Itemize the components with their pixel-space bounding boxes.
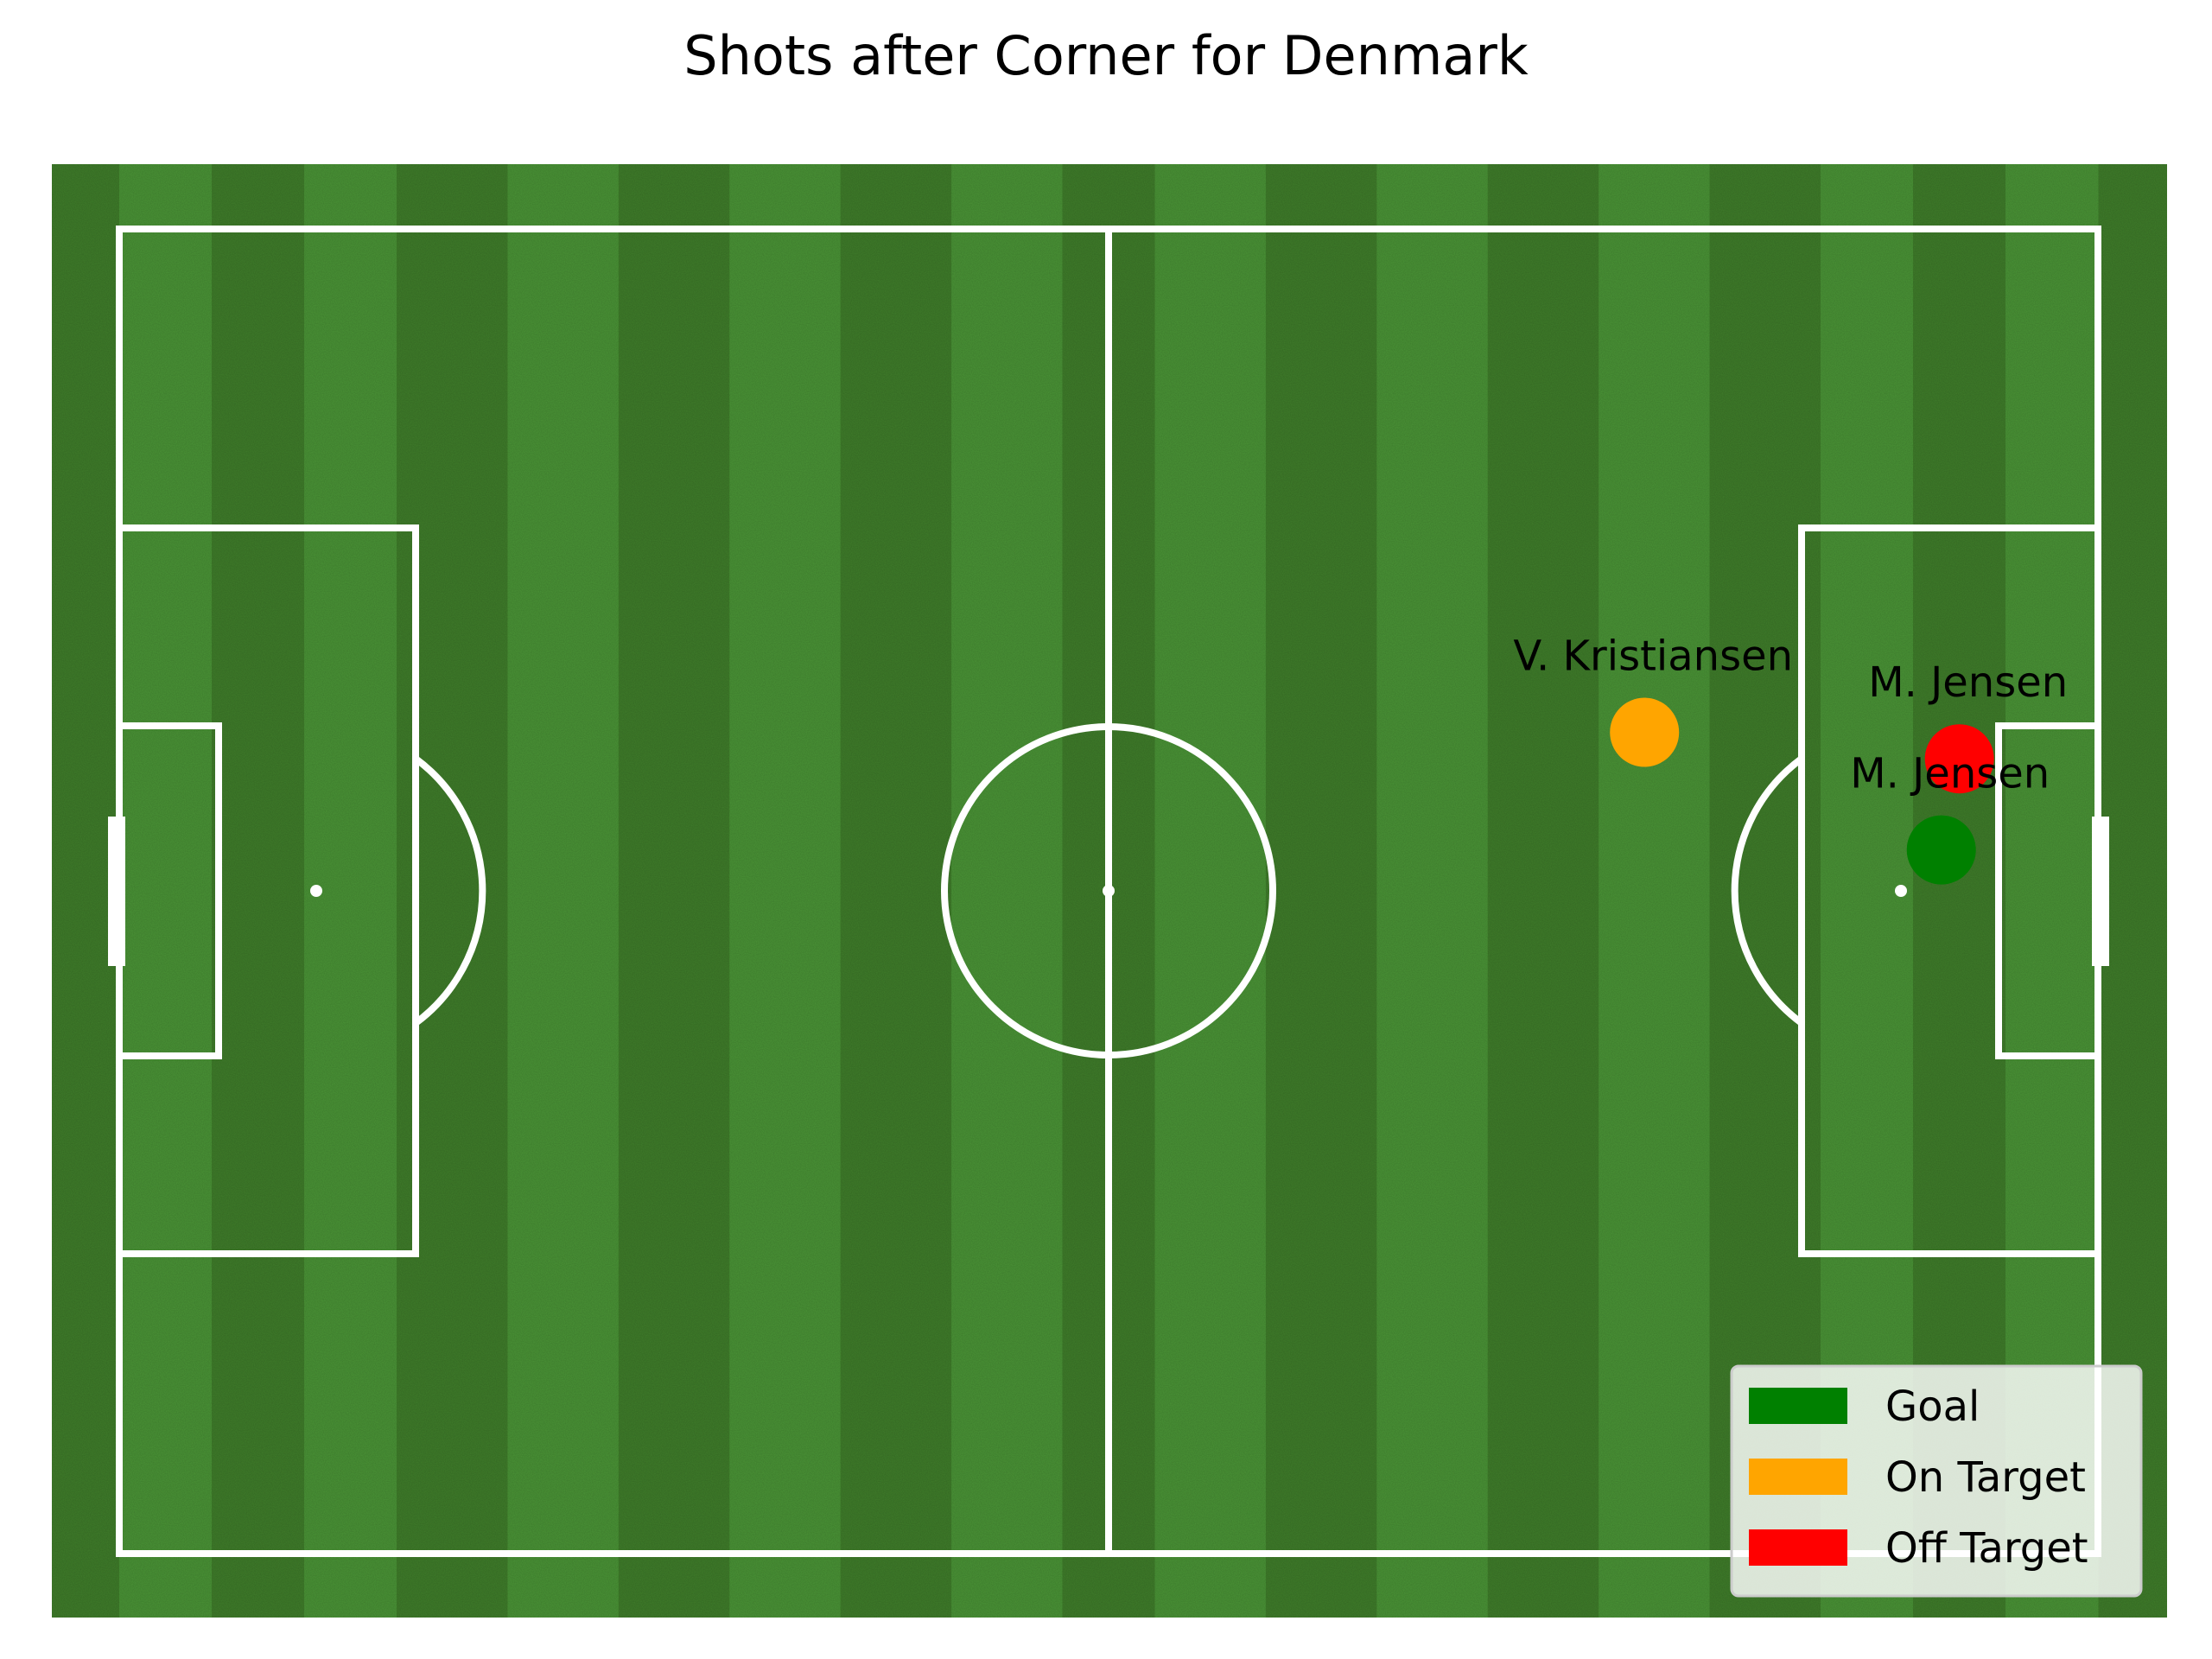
shot-point [1906,815,1976,885]
right-penalty-spot [1895,885,1907,897]
chart-title: Shots after Corner for Denmark [683,24,1529,87]
centre-circle [941,723,1276,1058]
legend-swatch [1749,1529,1847,1566]
shot-point [1924,724,1994,794]
pitch-spots-and-goals [108,817,2109,966]
shot-labels: M. Jensen M. Jensen V. Kristiansen [1513,632,2068,798]
legend-label: Off Target [1885,1524,2088,1573]
legend-swatch [1749,1459,1847,1495]
shot-player-label: V. Kristiansen [1513,632,1793,681]
legend-label: On Target [1885,1453,2086,1502]
right-penalty-arc [1731,755,1804,1027]
left-penalty-spot [310,885,322,897]
left-penalty-arc [413,755,486,1027]
centre-spot [1103,885,1115,897]
shot-player-label: M. Jensen [1850,750,2050,798]
legend: Goal On Target Off Target [1730,1364,2143,1598]
legend-label: Goal [1885,1382,1980,1431]
shot-markers [1610,697,1994,885]
shot-player-label: M. Jensen [1868,658,2068,707]
shot-point [1610,697,1680,767]
legend-swatch [1749,1388,1847,1424]
right-goal [2092,817,2109,966]
left-goal [108,817,125,966]
